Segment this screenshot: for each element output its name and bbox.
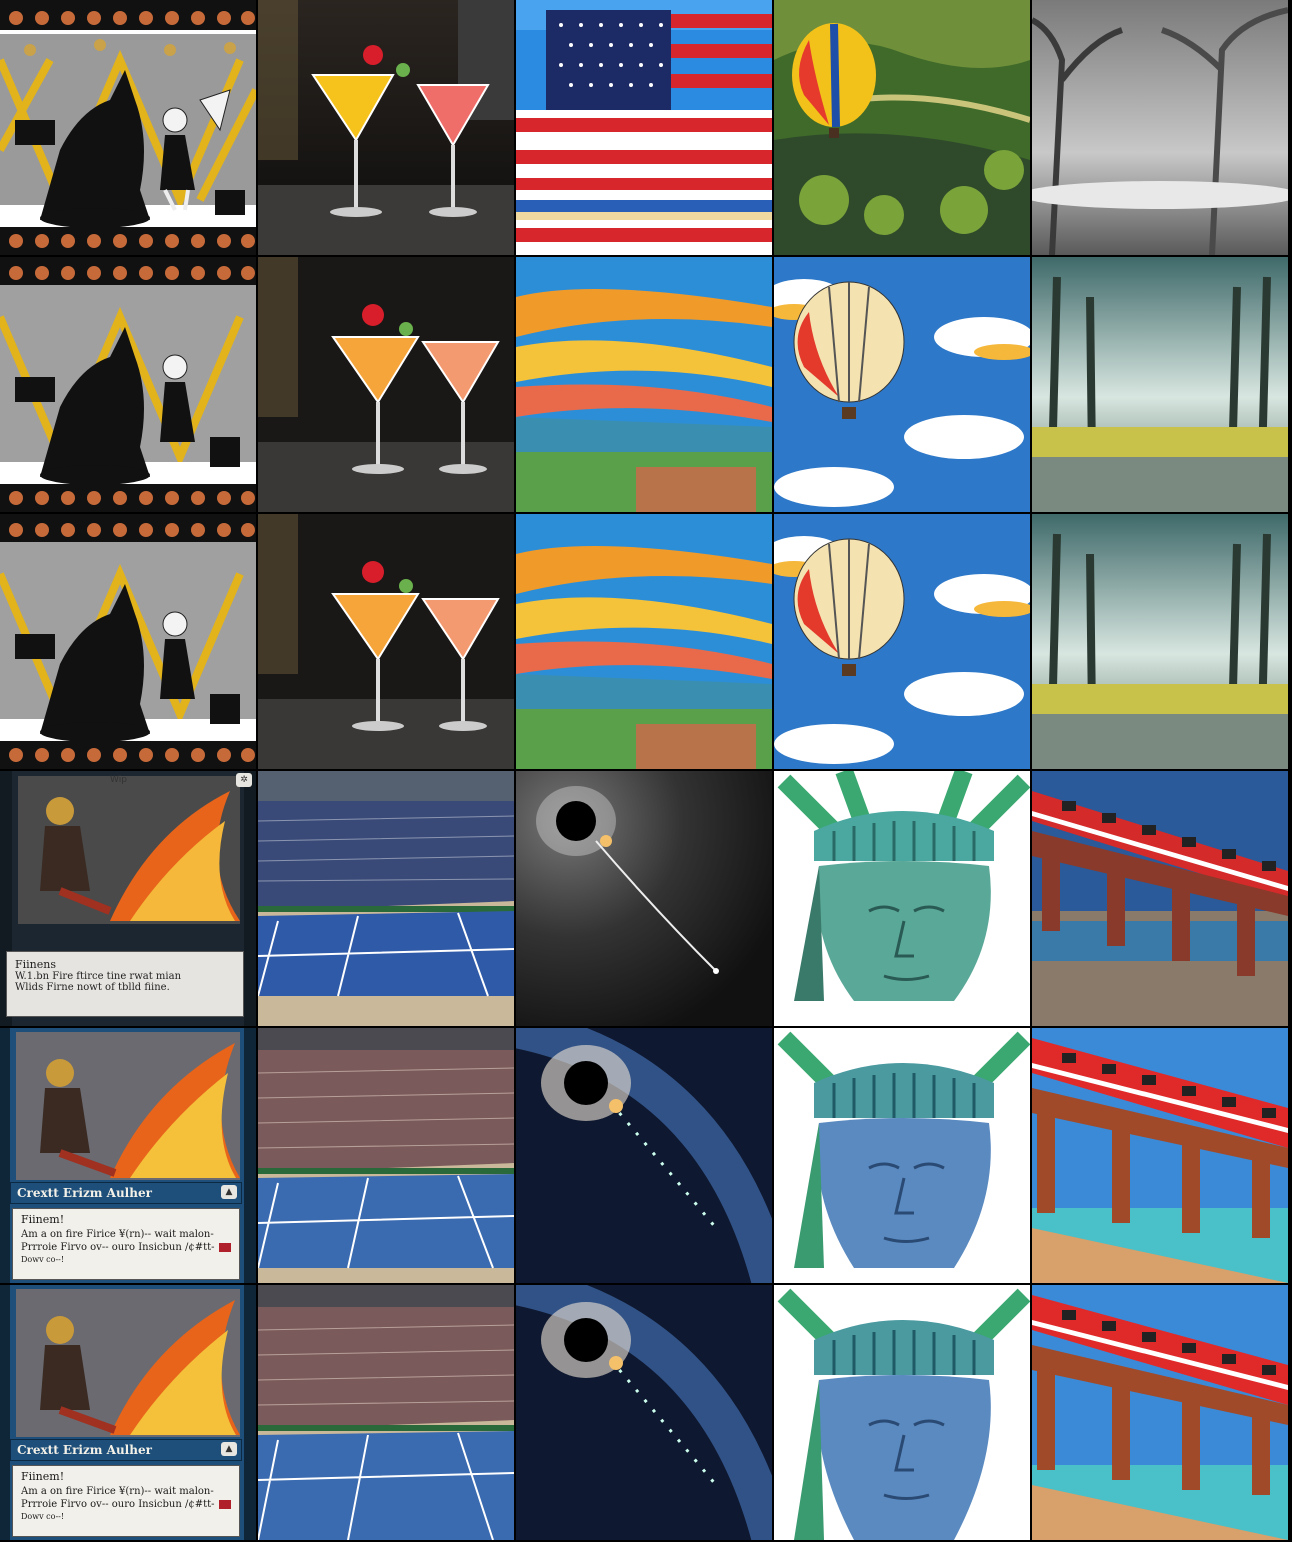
cell-r6-tennis xyxy=(258,1285,514,1540)
card-text-box: Fiinem! Am a on fire Firice ¥(rn)-- wait… xyxy=(12,1465,240,1537)
card-text-title: Fiinem! xyxy=(21,1213,65,1226)
forest-image xyxy=(1032,0,1288,255)
mana-symbol-icon: ✲ xyxy=(236,773,252,787)
tennis-stadium-image xyxy=(258,771,514,1026)
train-bridge-image xyxy=(1032,1028,1288,1283)
card-text-line: Prrroie Firvo ov-- ouro Insicbun /¢#tt- xyxy=(21,1241,231,1255)
cell-r3-sky xyxy=(516,514,772,769)
card-text-span: Prrroie Firvo ov-- ouro Insicbun /¢#tt- xyxy=(21,1499,215,1511)
sunset-sky-image xyxy=(516,514,772,769)
card-text-line: Am a on fire Firice ¥(rn)-- wait malon- xyxy=(21,1228,214,1240)
card-text-title: Fiinem! xyxy=(21,1470,65,1483)
cell-r3-cocktails xyxy=(258,514,514,769)
card-type-sub: Wip xyxy=(110,775,127,785)
cell-r4-card: Deglautt Wip ✲ Fiinens W.1.bn Fire ftirc… xyxy=(0,771,256,1026)
cell-r5-card: Crextt Erizm Aulher ▲ Fiinem! Am a on fi… xyxy=(0,1028,256,1283)
balloon-image xyxy=(774,514,1030,769)
card-text-footnote: Dowv co--! xyxy=(21,1511,65,1521)
balloon-image xyxy=(774,257,1030,512)
cell-r2-balloon xyxy=(774,257,1030,512)
forest-image xyxy=(1032,257,1288,512)
red-tag xyxy=(218,1243,231,1253)
cell-r6-statue xyxy=(774,1285,1030,1540)
chess-knight-image xyxy=(0,0,256,255)
card-text-line: Wlids Firne nowt of tblld fiine. xyxy=(15,982,170,993)
black-hole-image xyxy=(516,1285,772,1540)
cell-r5-tennis xyxy=(258,1028,514,1283)
card-text-footnote: Dowv co--! xyxy=(21,1254,65,1264)
cell-r4-train xyxy=(1032,771,1288,1026)
card-text-line: Prrroie Firvo ov-- ouro Insicbun /¢#tt- xyxy=(21,1498,231,1512)
cell-r5-statue xyxy=(774,1028,1030,1283)
cell-r6-card: Crextt Erizm Aulher ▲ Fiinem! Am a on fi… xyxy=(0,1285,256,1540)
cell-r3-chess xyxy=(0,514,256,769)
cocktails-image xyxy=(258,514,514,769)
cell-r6-blackhole xyxy=(516,1285,772,1540)
cell-r1-balloon xyxy=(774,0,1030,255)
cell-r6-train xyxy=(1032,1285,1288,1540)
card-type-line: Crextt Erizm Aulher ▲ xyxy=(10,1439,242,1461)
cocktails-image xyxy=(258,0,514,255)
chess-knight-image xyxy=(0,257,256,512)
statue-of-liberty-image xyxy=(774,771,1030,1026)
cell-r3-balloon xyxy=(774,514,1030,769)
cell-r2-sky xyxy=(516,257,772,512)
cell-r2-chess xyxy=(0,257,256,512)
cell-r3-forest xyxy=(1032,514,1288,769)
mana-symbol-icon: ▲ xyxy=(221,1185,237,1199)
cell-r4-tennis xyxy=(258,771,514,1026)
tennis-stadium-image xyxy=(258,1028,514,1283)
forest-image xyxy=(1032,514,1288,769)
train-bridge-image xyxy=(1032,1285,1288,1540)
tennis-stadium-image xyxy=(258,1285,514,1540)
card-type-text: Crextt Erizm Aulher xyxy=(17,1443,152,1457)
card-text-line: Am a on fire Firice ¥(rn)-- wait malon- xyxy=(21,1485,214,1497)
black-hole-image xyxy=(516,1028,772,1283)
cell-r4-statue xyxy=(774,771,1030,1026)
balloon-image xyxy=(774,0,1030,255)
card-text-span: Prrroie Firvo ov-- ouro Insicbun /¢#tt- xyxy=(21,1242,215,1254)
cocktails-image xyxy=(258,257,514,512)
flag-image xyxy=(516,0,772,255)
black-hole-image xyxy=(516,771,772,1026)
card-text-line: W.1.bn Fire ftirce tine rwat mian xyxy=(15,971,182,982)
cell-r2-cocktails xyxy=(258,257,514,512)
sunset-sky-image xyxy=(516,257,772,512)
cell-r2-forest xyxy=(1032,257,1288,512)
card-text-box: Fiinem! Am a on fire Firice ¥(rn)-- wait… xyxy=(12,1208,240,1280)
statue-of-liberty-image xyxy=(774,1285,1030,1540)
card-text-box: Fiinens W.1.bn Fire ftirce tine rwat mia… xyxy=(6,951,244,1017)
cell-r4-blackhole xyxy=(516,771,772,1026)
chess-knight-image xyxy=(0,514,256,769)
cell-r1-flag xyxy=(516,0,772,255)
card-text-title: Fiinens xyxy=(15,958,56,971)
mana-symbol-icon: ▲ xyxy=(221,1442,237,1456)
cell-r1-chess xyxy=(0,0,256,255)
cell-r5-blackhole xyxy=(516,1028,772,1283)
card-type-text: Crextt Erizm Aulher xyxy=(17,1186,152,1200)
red-tag xyxy=(218,1500,231,1510)
card-type-line: Crextt Erizm Aulher ▲ xyxy=(10,1182,242,1204)
train-bridge-image xyxy=(1032,771,1288,1026)
cell-r5-train xyxy=(1032,1028,1288,1283)
statue-of-liberty-image xyxy=(774,1028,1030,1283)
cell-r1-cocktails xyxy=(258,0,514,255)
cell-r1-forest xyxy=(1032,0,1288,255)
